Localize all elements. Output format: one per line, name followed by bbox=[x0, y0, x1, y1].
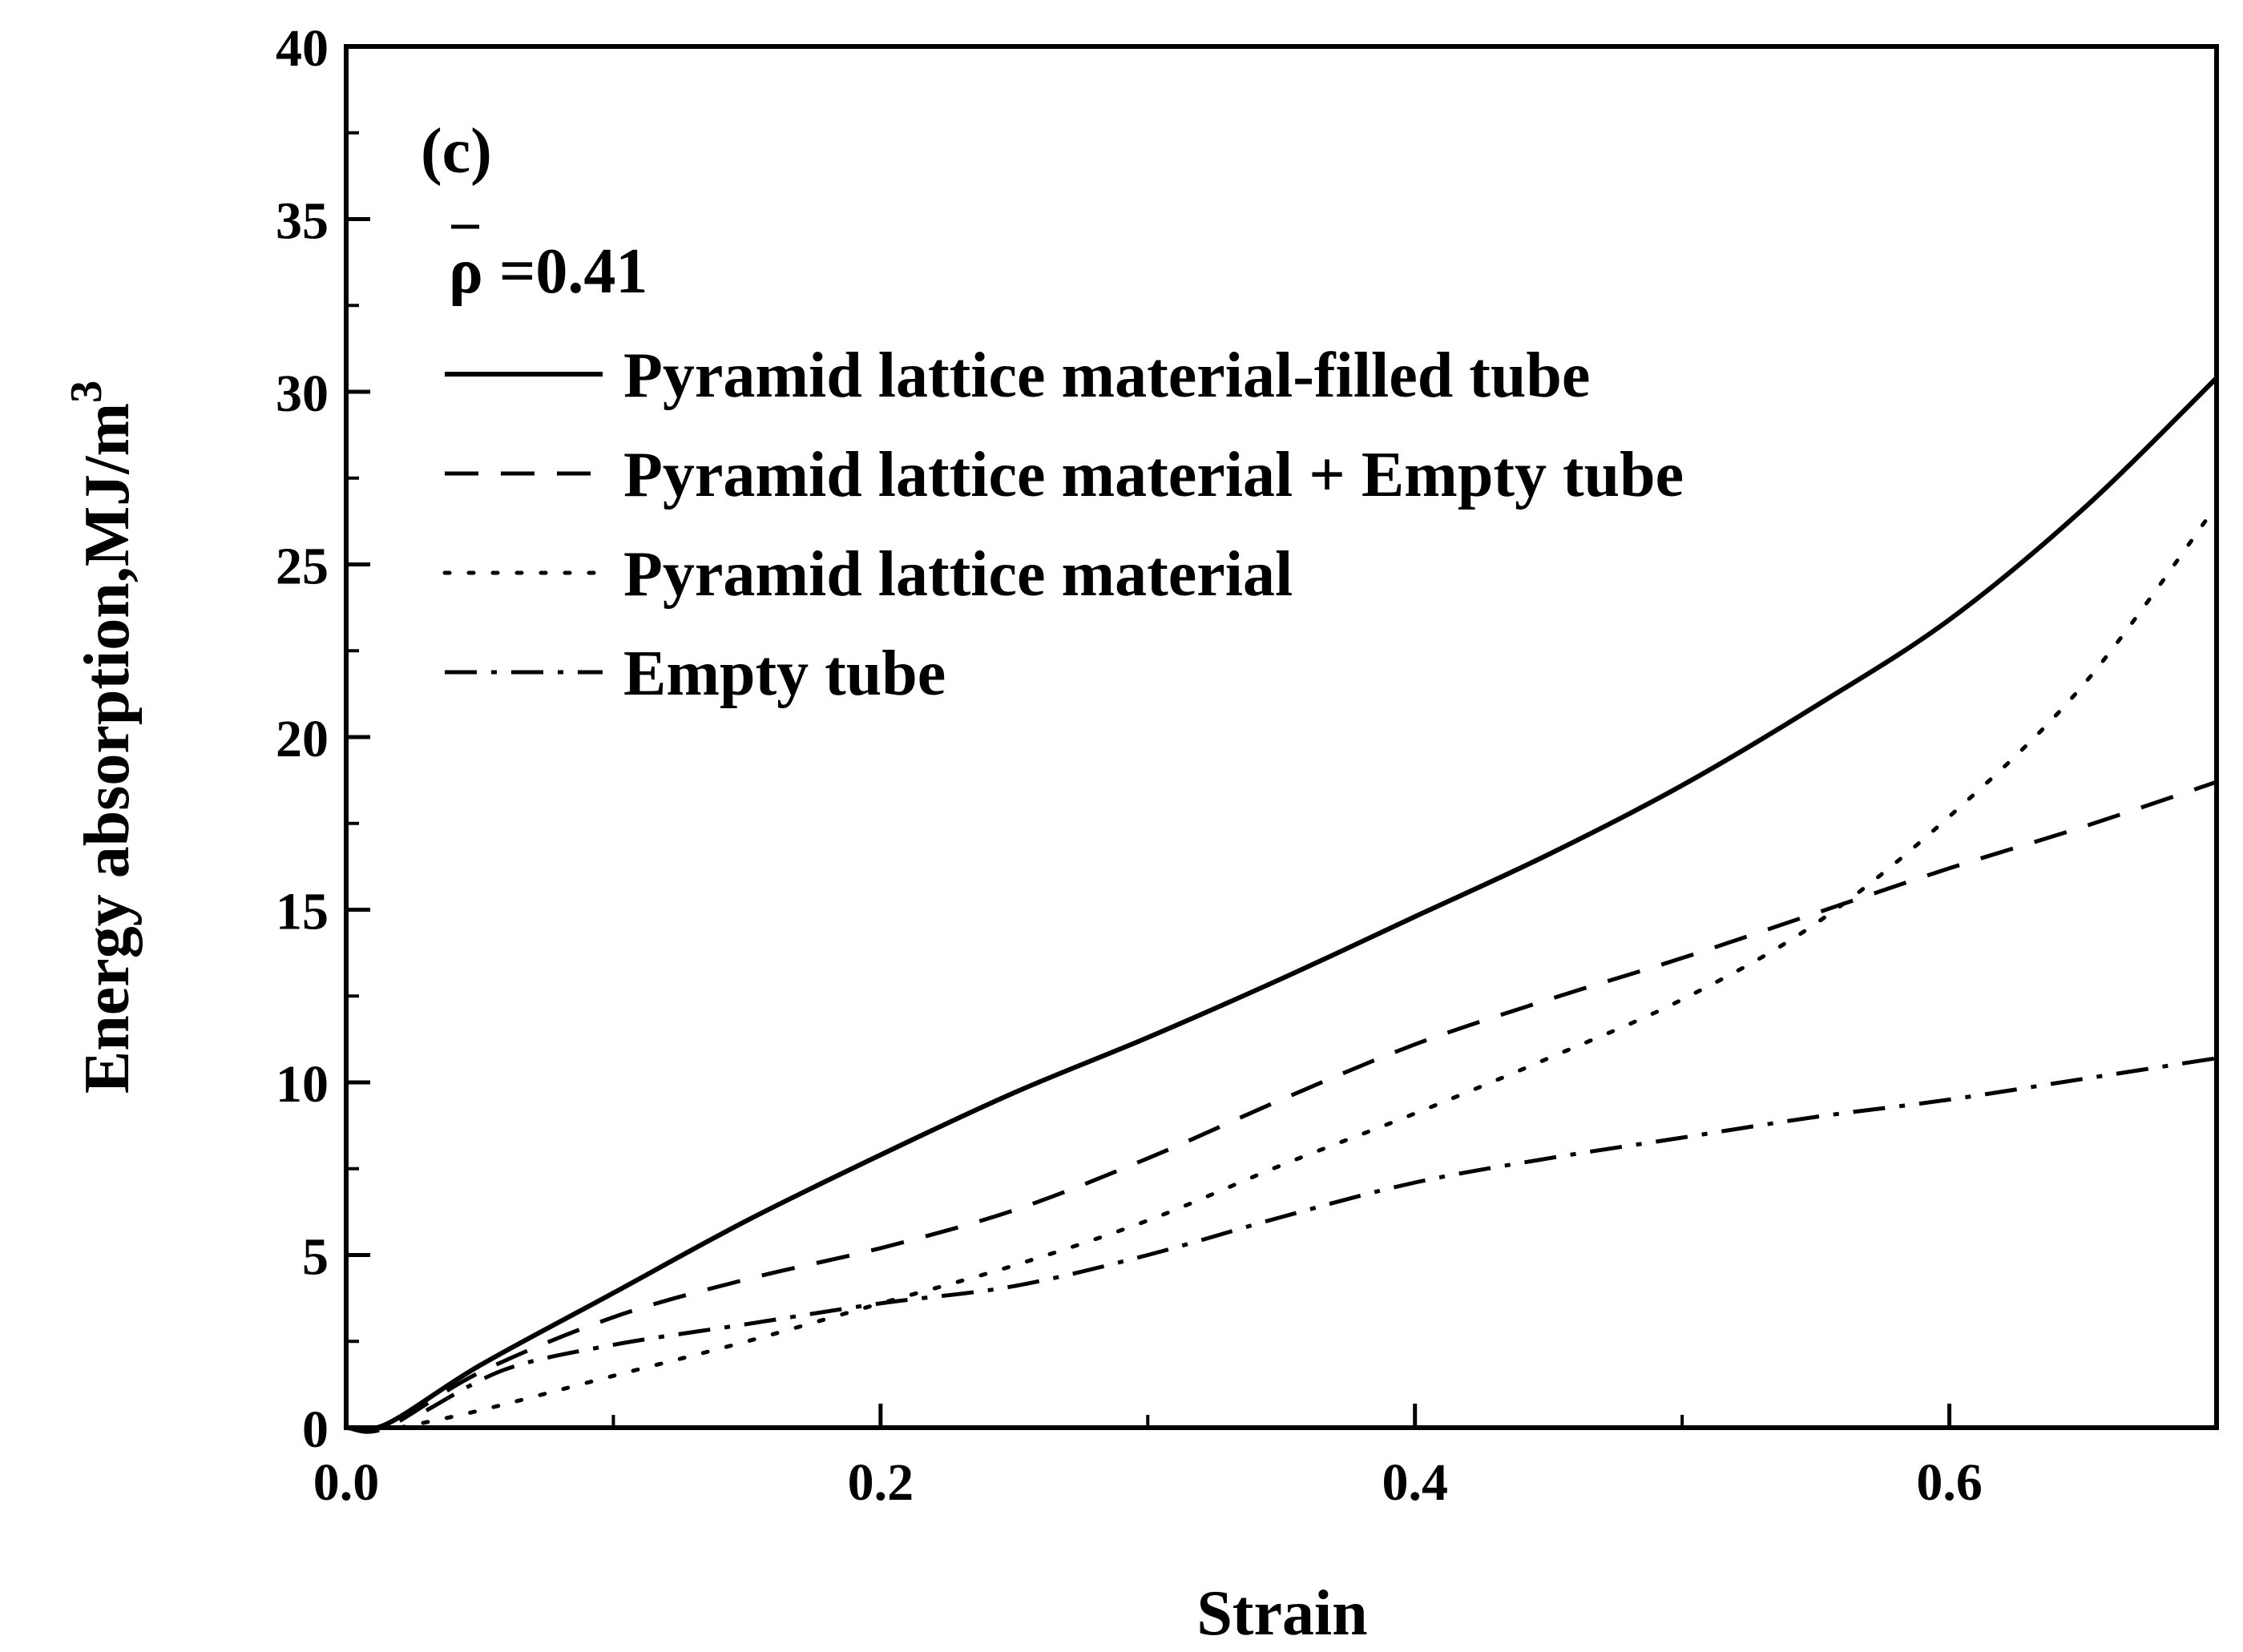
x-tick-label: 0.2 bbox=[848, 1453, 914, 1512]
y-tick-label: 0 bbox=[302, 1400, 329, 1459]
series-layer bbox=[345, 376, 2219, 1434]
legend-label: Empty tube bbox=[623, 639, 946, 709]
legend-label: Pyramid lattice material bbox=[623, 539, 1293, 610]
plot-frame bbox=[344, 44, 2219, 1430]
y-tick-label: 5 bbox=[302, 1228, 329, 1287]
svg-text:Energy absorption,MJ/m3: Energy absorption,MJ/m3 bbox=[62, 381, 143, 1094]
series-line-1 bbox=[345, 376, 2219, 1432]
y-tick-label: 40 bbox=[276, 19, 329, 78]
legend-label: Pyramid lattice material + Empty tube bbox=[623, 440, 1684, 510]
tick-labels: 0 5 10 15 20 25 30 35 40 0.0 0.2 0.4 0.6 bbox=[276, 19, 1983, 1512]
y-tick-label: 10 bbox=[276, 1055, 329, 1114]
y-axis-title-text: Energy absorption,MJ/m bbox=[72, 403, 143, 1094]
y-axis-title: Energy absorption,MJ/m3 bbox=[62, 381, 143, 1094]
x-tick-label: 0.0 bbox=[313, 1453, 380, 1512]
legend: Pyramid lattice material-filled tube Pyra… bbox=[442, 340, 1684, 709]
x-tick-label: 0.6 bbox=[1916, 1453, 1983, 1512]
x-axis-title: Strain bbox=[1196, 1578, 1367, 1649]
y-tick-label: 25 bbox=[276, 538, 329, 596]
panel-label: (c) bbox=[421, 116, 492, 187]
series-line-4 bbox=[425, 1056, 2217, 1412]
density-label: ρ =0.41 bbox=[449, 236, 647, 307]
y-tick-label: 30 bbox=[276, 365, 329, 423]
x-tick-label: 0.4 bbox=[1382, 1453, 1448, 1512]
series-line-2 bbox=[345, 780, 2217, 1434]
y-tick-label: 15 bbox=[276, 883, 329, 941]
y-tick-label: 20 bbox=[276, 710, 329, 768]
y-tick-label: 35 bbox=[276, 192, 329, 251]
legend-label: Pyramid lattice material-filled tube bbox=[623, 340, 1590, 411]
y-axis-title-superscript: 3 bbox=[62, 381, 111, 403]
